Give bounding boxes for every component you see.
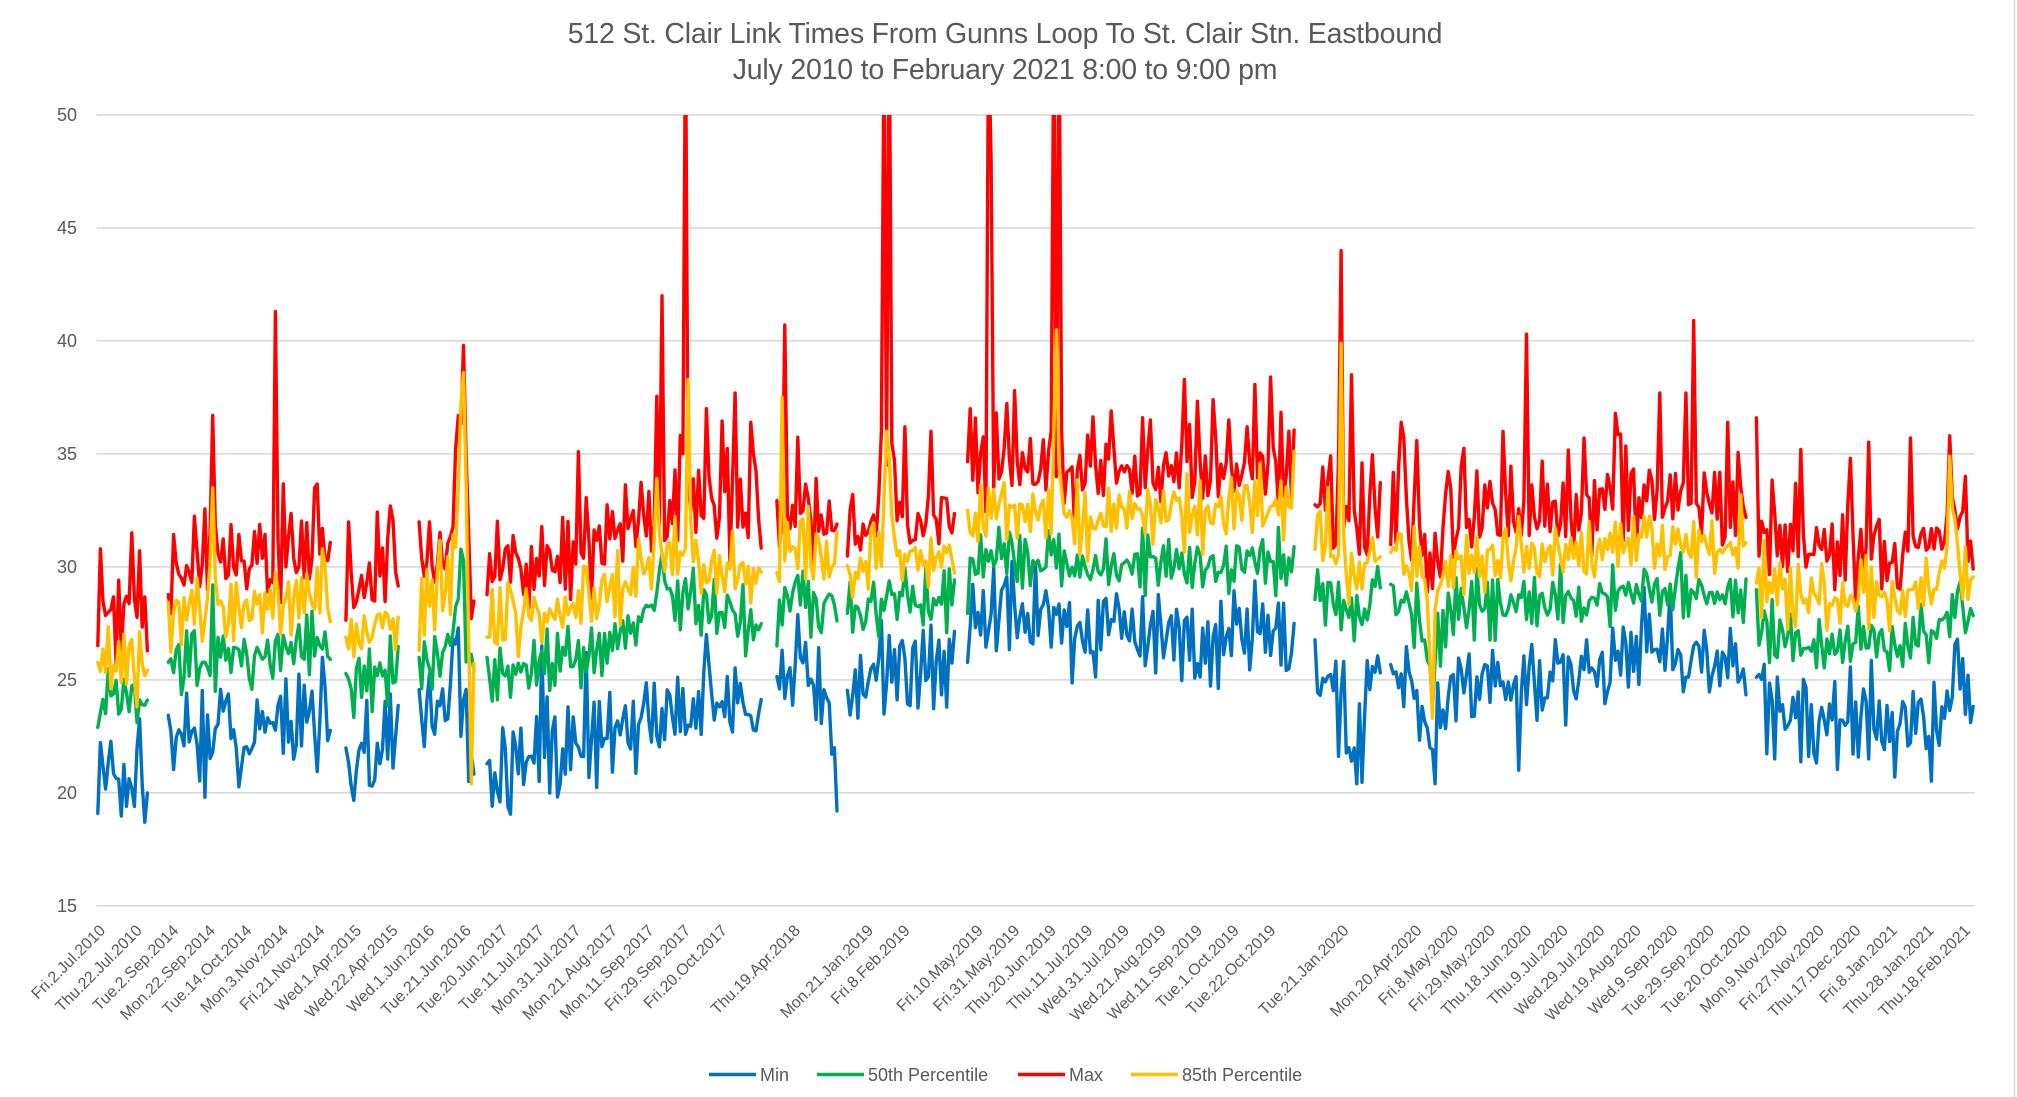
svg-text:50th Percentile: 50th Percentile — [868, 1065, 988, 1085]
svg-text:50: 50 — [57, 105, 77, 125]
svg-text:Max: Max — [1069, 1065, 1103, 1085]
svg-text:45: 45 — [57, 218, 77, 238]
svg-text:July 2010 to February 2021 8:0: July 2010 to February 2021 8:00 to 9:00 … — [733, 54, 1278, 86]
svg-text:Min: Min — [760, 1065, 789, 1085]
svg-text:15: 15 — [57, 896, 77, 916]
svg-text:35: 35 — [57, 444, 77, 464]
svg-text:512 St. Clair Link Times From: 512 St. Clair Link Times From Gunns Loop… — [568, 18, 1443, 50]
svg-text:20: 20 — [57, 783, 77, 803]
svg-text:30: 30 — [57, 557, 77, 577]
svg-text:40: 40 — [57, 331, 77, 351]
svg-text:25: 25 — [57, 670, 77, 690]
svg-text:85th Percentile: 85th Percentile — [1182, 1065, 1302, 1085]
